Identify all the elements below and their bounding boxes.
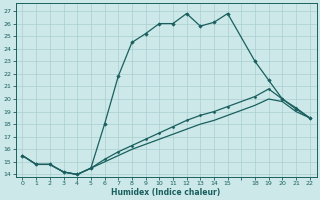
X-axis label: Humidex (Indice chaleur): Humidex (Indice chaleur) (111, 188, 221, 197)
